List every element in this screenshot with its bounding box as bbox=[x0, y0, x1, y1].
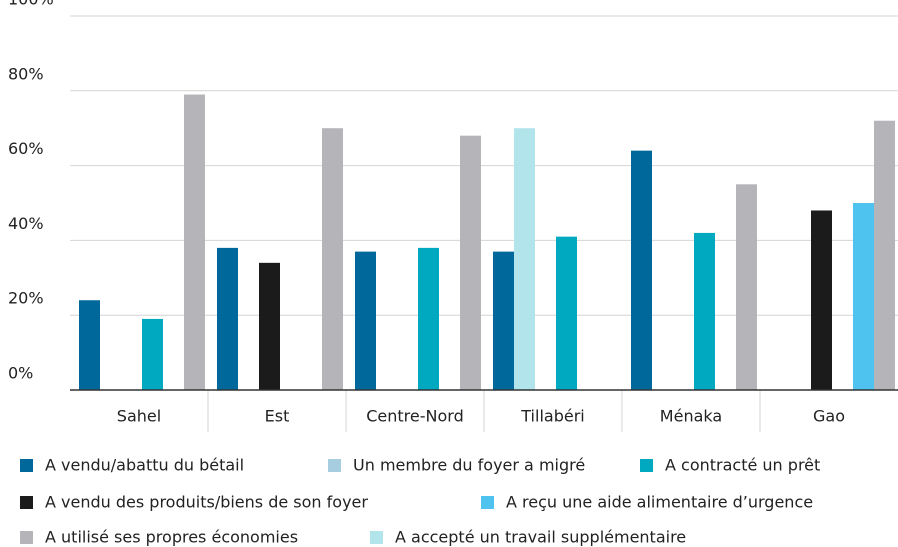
bar bbox=[259, 262, 280, 390]
y-tick-label: 0% bbox=[8, 364, 33, 383]
bar bbox=[736, 184, 757, 390]
legend-label: A reçu une aide alimentaire d’urgence bbox=[506, 493, 813, 512]
legend-swatch bbox=[20, 531, 33, 544]
bar bbox=[142, 318, 163, 390]
legend-label: Un membre du foyer a migré bbox=[353, 456, 585, 475]
legend-swatch bbox=[481, 496, 494, 509]
bar bbox=[853, 203, 874, 390]
bar bbox=[631, 150, 652, 390]
legend-label: A contracté un prêt bbox=[665, 456, 820, 475]
legend-label: A utilisé ses propres économies bbox=[45, 528, 298, 547]
legend-swatch bbox=[370, 531, 383, 544]
y-tick-label: 80% bbox=[8, 64, 44, 83]
bar bbox=[79, 300, 100, 390]
bar bbox=[217, 247, 238, 390]
legend-swatch bbox=[328, 459, 341, 472]
bar bbox=[460, 135, 481, 390]
bar bbox=[322, 128, 343, 390]
bar bbox=[184, 94, 205, 390]
bar bbox=[493, 251, 514, 390]
x-tick-label: Gao bbox=[813, 407, 845, 426]
y-tick-label: 100% bbox=[8, 0, 54, 9]
legend-label: A accepté un travail supplémentaire bbox=[395, 528, 686, 547]
x-tick-label: Sahel bbox=[117, 407, 161, 426]
x-tick-label: Ménaka bbox=[660, 407, 722, 426]
bar bbox=[694, 232, 715, 390]
bar bbox=[355, 251, 376, 390]
bar bbox=[811, 210, 832, 390]
legend-label: A vendu/abattu du bétail bbox=[45, 456, 244, 475]
bar bbox=[556, 236, 577, 390]
legend-label: A vendu des produits/biens de son foyer bbox=[45, 493, 368, 512]
legend-swatch bbox=[20, 496, 33, 509]
bar bbox=[874, 120, 895, 390]
legend-swatch bbox=[640, 459, 653, 472]
x-tick-label: Est bbox=[265, 407, 290, 426]
legend-swatch bbox=[20, 459, 33, 472]
x-tick-label: Tillabéri bbox=[520, 407, 584, 426]
y-tick-label: 40% bbox=[8, 214, 44, 233]
y-tick-label: 60% bbox=[8, 139, 44, 158]
x-tick-label: Centre-Nord bbox=[366, 407, 463, 426]
y-tick-label: 20% bbox=[8, 289, 44, 308]
bar bbox=[514, 128, 535, 390]
bar bbox=[418, 247, 439, 390]
